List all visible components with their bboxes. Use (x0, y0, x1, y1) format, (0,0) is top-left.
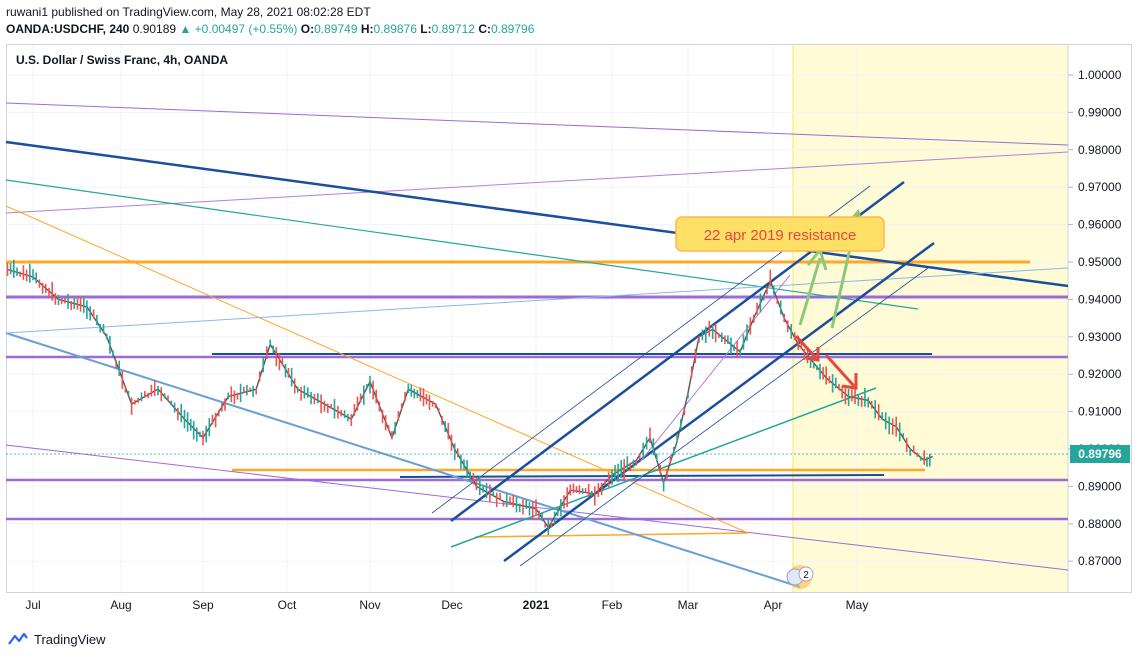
purple-trendline-low (5, 444, 1069, 571)
y-tick-label: 0.96000 (1078, 218, 1122, 232)
close-label: C: (478, 22, 491, 36)
red-arrow-down-2 (824, 353, 858, 390)
current-price-text: 0.89796 (1078, 447, 1122, 461)
purple-trendline-top (5, 102, 1069, 146)
y-tick-label: 0.97000 (1078, 180, 1122, 194)
candles (6, 259, 931, 536)
high-value: 0.89876 (373, 22, 417, 36)
low-value: 0.89712 (431, 22, 475, 36)
price-change: +0.00497 (+0.55%) (194, 22, 298, 36)
x-tick-label: Mar (678, 598, 699, 612)
channel-lower-line (503, 241, 935, 563)
high-label: H: (360, 22, 374, 36)
us-flag-event-icon[interactable]: 2 (786, 565, 814, 589)
close-value: 0.89796 (490, 22, 535, 36)
tradingview-logo-icon (8, 632, 28, 645)
navy-major-downtrend (5, 140, 1069, 288)
ticker-symbol: OANDA:USDCHF, 240 (6, 22, 130, 36)
y-tick-label: 0.93000 (1078, 330, 1122, 344)
x-tick-label: Sep (192, 598, 214, 612)
y-tick-label: 0.98000 (1078, 143, 1122, 157)
y-tick-label: 0.95000 (1078, 255, 1122, 269)
x-tick-label: Feb (602, 598, 623, 612)
annotation-text: 22 apr 2019 resistance (704, 227, 857, 244)
ticker-line: OANDA:USDCHF, 240 0.90189 ▲ +0.00497 (+0… (6, 21, 1126, 38)
x-tick-label: Dec (441, 598, 462, 612)
chart-pane[interactable] (6, 44, 1132, 593)
low-label: L: (420, 22, 432, 36)
x-tick-label: Apr (764, 598, 783, 612)
change-arrow-icon: ▲ (179, 22, 192, 36)
y-tick-label: 0.89000 (1078, 479, 1122, 493)
light-blue-trendline (5, 267, 1069, 334)
y-tick-label: 0.92000 (1078, 367, 1122, 381)
y-tick-label: 0.94000 (1078, 292, 1122, 306)
chart-title: U.S. Dollar / Swiss Franc, 4h, OANDA (16, 53, 229, 67)
x-tick-label: Aug (110, 598, 131, 612)
x-tick-label: 2021 (523, 598, 550, 612)
y-tick-label: 0.87000 (1078, 554, 1122, 568)
x-tick-label: Oct (278, 598, 297, 612)
x-tick-label: May (846, 598, 869, 612)
price-axis: 1.00000 0.99000 0.98000 0.97000 0.96000 0.950… (1068, 68, 1122, 568)
y-tick-label: 0.99000 (1078, 105, 1122, 119)
red-arrow-down-1 (794, 334, 820, 362)
tradingview-brand: TradingView (34, 631, 106, 647)
teal-uptrend (450, 387, 877, 548)
publisher-line: ruwani1 published on TradingView.com, Ma… (6, 5, 371, 19)
y-tick-label: 0.88000 (1078, 517, 1122, 531)
current-price-tag (1070, 445, 1130, 463)
y-tick-label: 1.00000 (1078, 68, 1122, 82)
y-tick-label: 0.91000 (1078, 405, 1122, 419)
time-axis: Jul Aug Sep Oct Nov Dec 2021 Feb Mar Apr May (25, 598, 868, 612)
channel-outer-lower (519, 267, 929, 567)
open-value: 0.89749 (314, 22, 358, 36)
annotation-box[interactable] (675, 216, 885, 252)
x-tick-label: Jul (25, 598, 40, 612)
purple-trendline-rising (5, 151, 1069, 214)
x-tick-label: Nov (359, 598, 380, 612)
open-label: O: (300, 22, 315, 36)
purple-inner-channel (639, 274, 791, 463)
svg-text:2: 2 (803, 570, 809, 581)
footer: TradingView (8, 630, 106, 648)
blue-downtrend (5, 332, 801, 588)
orange-low-level (474, 532, 749, 538)
last-price: 0.90189 (132, 22, 177, 36)
chart-header: ruwani1 published on TradingView.com, Ma… (6, 4, 1126, 38)
teal-downtrend (5, 179, 919, 310)
